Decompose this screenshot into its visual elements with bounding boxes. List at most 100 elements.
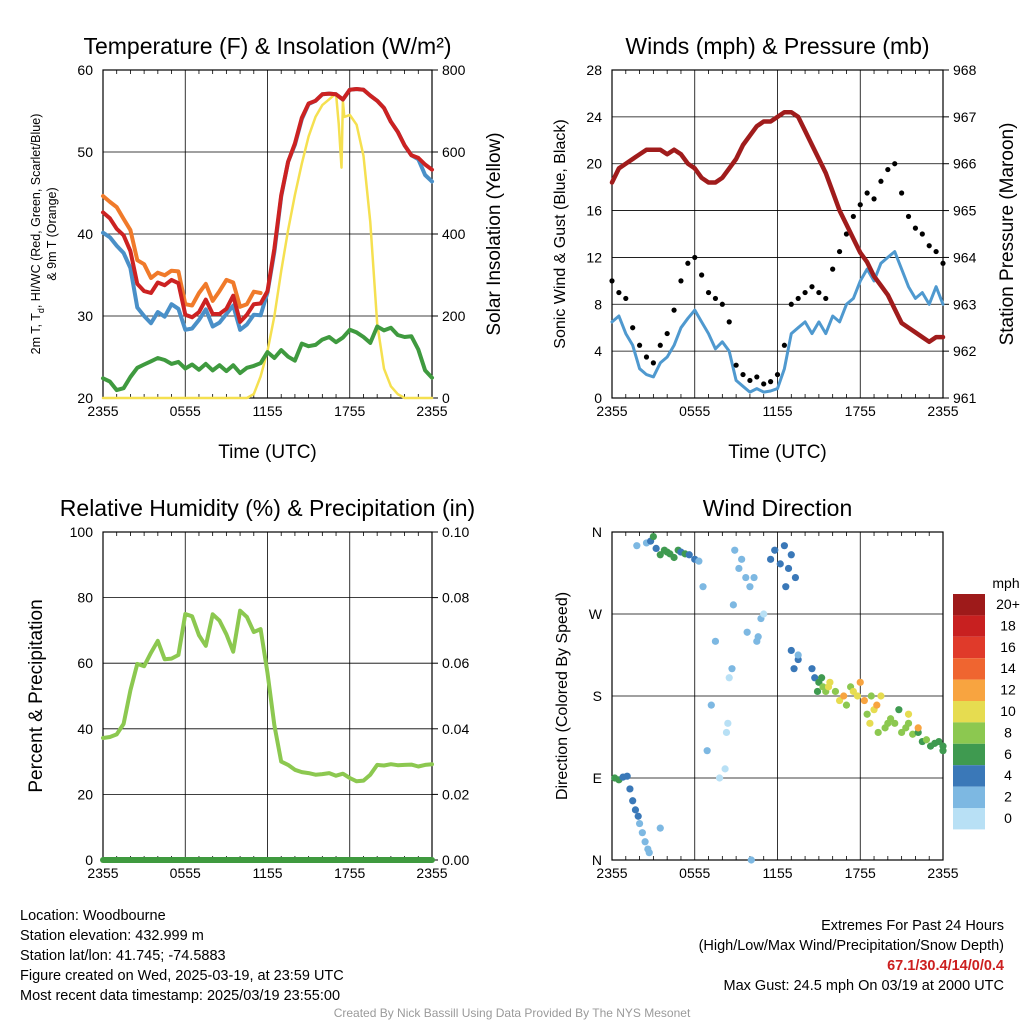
y2-tick-label: 963 [953,296,977,312]
plot-frame [611,531,944,861]
series-line-t9m [101,194,263,309]
legend-swatch [953,808,985,830]
plot-frame [611,69,944,399]
x-tick-label: 2355 [416,403,447,419]
direction-point [721,765,729,773]
latlon-text: Station lat/lon: 41.745; -74.5883 [20,948,226,964]
x-tick-label: 2355 [596,865,627,881]
legend-swatch [953,594,985,616]
direction-point [743,628,751,636]
y-tick-label: 100 [70,524,94,540]
y2-tick-label: 800 [442,62,466,78]
legend-swatch [953,679,985,701]
gust-point [864,190,870,196]
x-tick-label: 0555 [679,865,710,881]
direction-point [703,747,711,755]
direction-point [886,715,895,723]
direction-point [631,806,640,814]
y-tick-label: 60 [77,62,93,78]
direction-point [634,812,642,820]
y-tick-label: 60 [77,655,93,671]
direction-point [835,696,844,705]
direction-point [808,665,816,673]
gust-point [892,161,898,167]
x-tick-label: 1755 [334,403,365,419]
y-tick-label: 20 [586,156,602,172]
legend-label: 0 [1004,810,1012,826]
chart-title: Temperature (F) & Insolation (W/m²) [83,33,451,59]
extremes-subtitle: (High/Low/Max Wind/Precipitation/Snow De… [698,938,1004,954]
direction-point [670,553,678,562]
credit-text: Created By Nick Bassill Using Data Provi… [333,1006,691,1020]
max-gust-text: Max Gust: 24.5 mph On 03/19 at 2000 UTC [723,978,1004,994]
x-tick-label: 2355 [416,865,447,881]
direction-point [641,838,649,846]
gust-point [719,301,725,307]
gust-point [899,190,905,196]
direction-point [780,542,788,550]
direction-point [895,706,903,714]
gust-point [795,295,801,302]
gust-point [857,202,863,208]
y-axis-label: Sonic Wind & Gust (Blue, Black) [552,119,569,348]
x-tick-label: 0555 [170,403,201,419]
direction-point [747,856,755,864]
gust-point [919,231,925,237]
direction-point [724,719,732,727]
direction-point [711,637,720,645]
direction-point [649,532,657,541]
x-tick-label: 1755 [845,865,876,881]
y2-tick-label: 961 [953,390,977,406]
direction-point [818,674,826,682]
direction-point [787,551,795,559]
y-tick-label: 30 [77,308,93,324]
y2-tick-label: 968 [953,62,977,78]
direction-point [776,560,784,568]
y-tick-label: 80 [77,590,93,606]
y-tick-label: S [593,688,602,704]
direction-point [746,583,754,591]
gust-point [933,248,939,255]
gust-point [871,196,877,202]
direction-point [731,546,739,554]
recent-data-text: Most recent data timestamp: 2025/03/19 2… [20,988,341,1004]
gust-point [802,289,808,296]
direction-point [635,819,644,828]
direction-point [722,728,731,737]
series-line-temp [101,87,434,324]
gust-point [823,295,829,302]
y2-tick-label: 0.04 [442,721,469,737]
gust-point [830,266,836,272]
gust-point [685,260,691,266]
gust-point [740,371,746,378]
y2-tick-label: 0.02 [442,786,469,802]
direction-point [877,692,885,700]
gust-point [850,213,856,220]
chart-title: Wind Direction [703,495,853,521]
chart-winds-pressure: 2355 0555 1155 1755 235504812162024289619629… [552,33,1018,463]
station-info: Location: Woodbourne Station elevation: … [20,906,344,1006]
gust-point [781,342,787,348]
gust-point [671,307,677,313]
y2-axis-label: Solar Insolation (Yellow) [484,132,505,335]
y2-tick-label: 962 [953,343,977,359]
direction-point [623,772,631,780]
x-tick-label: 1755 [334,865,365,881]
y2-axis-label: Station Pressure (Maroon) [997,123,1018,346]
gust-point [643,354,650,360]
gust-point [664,330,670,337]
gust-point [878,178,884,184]
direction-point [715,774,724,782]
y-tick-label: E [593,770,602,786]
y2-tick-label: 0 [442,390,450,406]
direction-point [813,687,822,696]
gust-point [623,295,629,302]
y-tick-label: 40 [77,721,93,737]
x-tick-label: 0555 [679,403,710,419]
direction-point [645,849,653,857]
gust-point [657,342,663,348]
y-tick-label: 50 [77,144,93,160]
direction-point [767,555,775,563]
